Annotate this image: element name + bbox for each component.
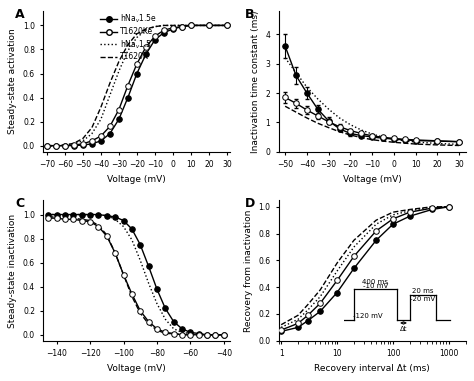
Text: B: B [245,8,255,21]
Text: D: D [245,197,255,210]
Text: A: A [15,8,25,21]
X-axis label: Recovery interval Δt (ms): Recovery interval Δt (ms) [314,364,430,373]
Y-axis label: Inactivation time constant (ms): Inactivation time constant (ms) [251,10,260,152]
Y-axis label: Steady-state activation: Steady-state activation [9,29,18,134]
Text: C: C [15,197,25,210]
X-axis label: Voltage (mV): Voltage (mV) [108,364,166,373]
Y-axis label: Recovery from inactivation: Recovery from inactivation [244,209,253,331]
X-axis label: Voltage (mV): Voltage (mV) [108,174,166,184]
Legend: hNa$_v$1.5e, T1620Ke, hNa$_v$1.5, T1620K: hNa$_v$1.5e, T1620Ke, hNa$_v$1.5, T1620K [100,12,158,62]
X-axis label: Voltage (mV): Voltage (mV) [343,174,401,184]
Y-axis label: Steady-state inactivation: Steady-state inactivation [9,213,18,328]
